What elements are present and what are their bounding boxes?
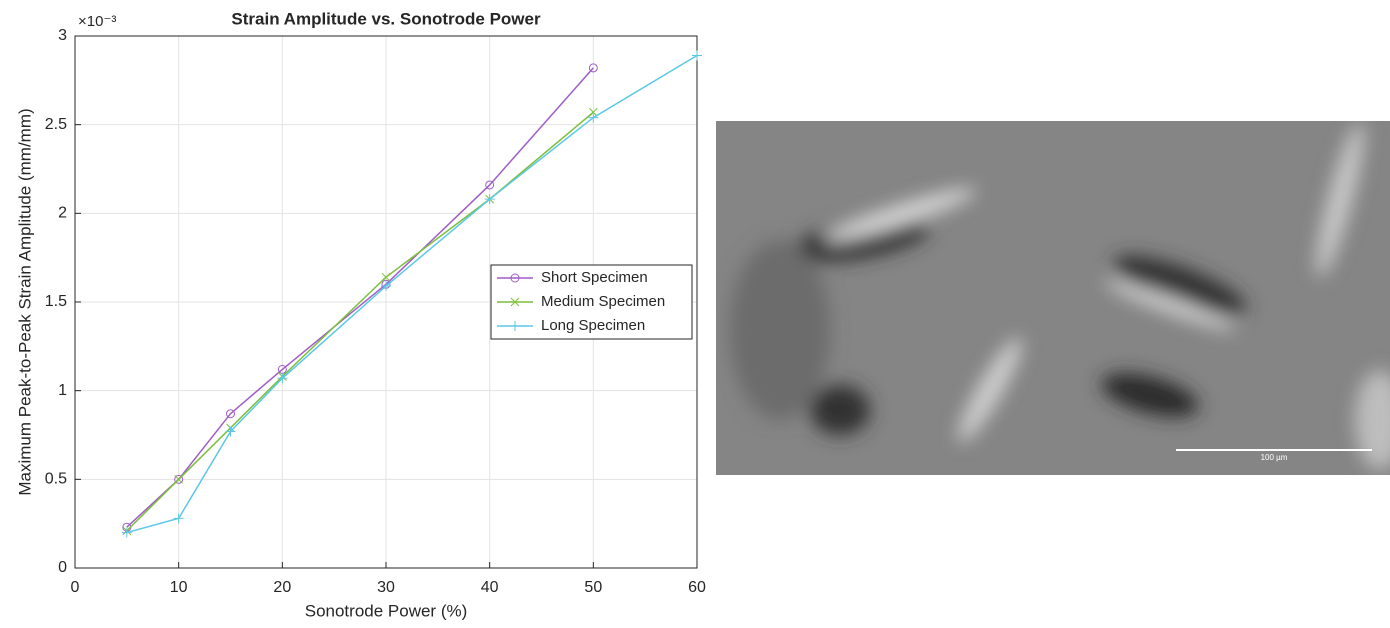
marker: [588, 107, 598, 117]
marker: [485, 180, 495, 190]
x-tick-label: 50: [584, 579, 602, 596]
marker: [121, 527, 132, 538]
marker: [510, 321, 520, 331]
marker: [510, 273, 520, 283]
y-tick-label: 3: [58, 27, 67, 44]
x-tick-label: 40: [481, 579, 499, 596]
marker: [174, 474, 184, 484]
y-multiplier: ×10⁻³: [78, 13, 116, 30]
marker: [692, 50, 702, 61]
x-tick-label: 60: [688, 579, 706, 596]
marker: [173, 513, 184, 524]
plot-frame: [74, 35, 698, 569]
marker: [588, 63, 598, 73]
marker: [225, 426, 236, 437]
marker: [510, 297, 520, 307]
marker: [174, 474, 184, 484]
x-tick-label: 0: [71, 579, 80, 596]
scale-bar-label: 100 µm: [1261, 453, 1288, 462]
marker: [484, 194, 495, 205]
y-axis-label: Maximum Peak-to-Peak Strain Amplitude (m…: [15, 108, 34, 495]
marker: [588, 112, 599, 123]
marker: [226, 409, 235, 419]
x-tick-label: 10: [170, 579, 188, 596]
x-axis-label: Sonotrode Power (%): [305, 601, 468, 620]
legend-label: Medium Specimen: [541, 293, 665, 310]
marker: [381, 272, 391, 282]
legend-label: Short Specimen: [541, 269, 648, 286]
x-tick-label: 20: [273, 579, 291, 596]
y-tick-label: 1.5: [45, 293, 67, 310]
micrograph: 100 µm: [716, 121, 1390, 475]
legend-label: Long Specimen: [541, 317, 645, 334]
marker: [277, 373, 288, 384]
y-tick-label: 0.5: [45, 471, 67, 488]
y-tick-label: 2.5: [45, 116, 67, 133]
marker: [381, 281, 391, 292]
chart-title: Strain Amplitude vs. Sonotrode Power: [231, 9, 541, 28]
y-tick-label: 2: [58, 205, 67, 222]
y-tick-label: 0: [58, 559, 67, 576]
x-tick-label: 30: [377, 579, 395, 596]
y-tick-label: 1: [58, 382, 67, 399]
series-line: [126, 54, 698, 534]
